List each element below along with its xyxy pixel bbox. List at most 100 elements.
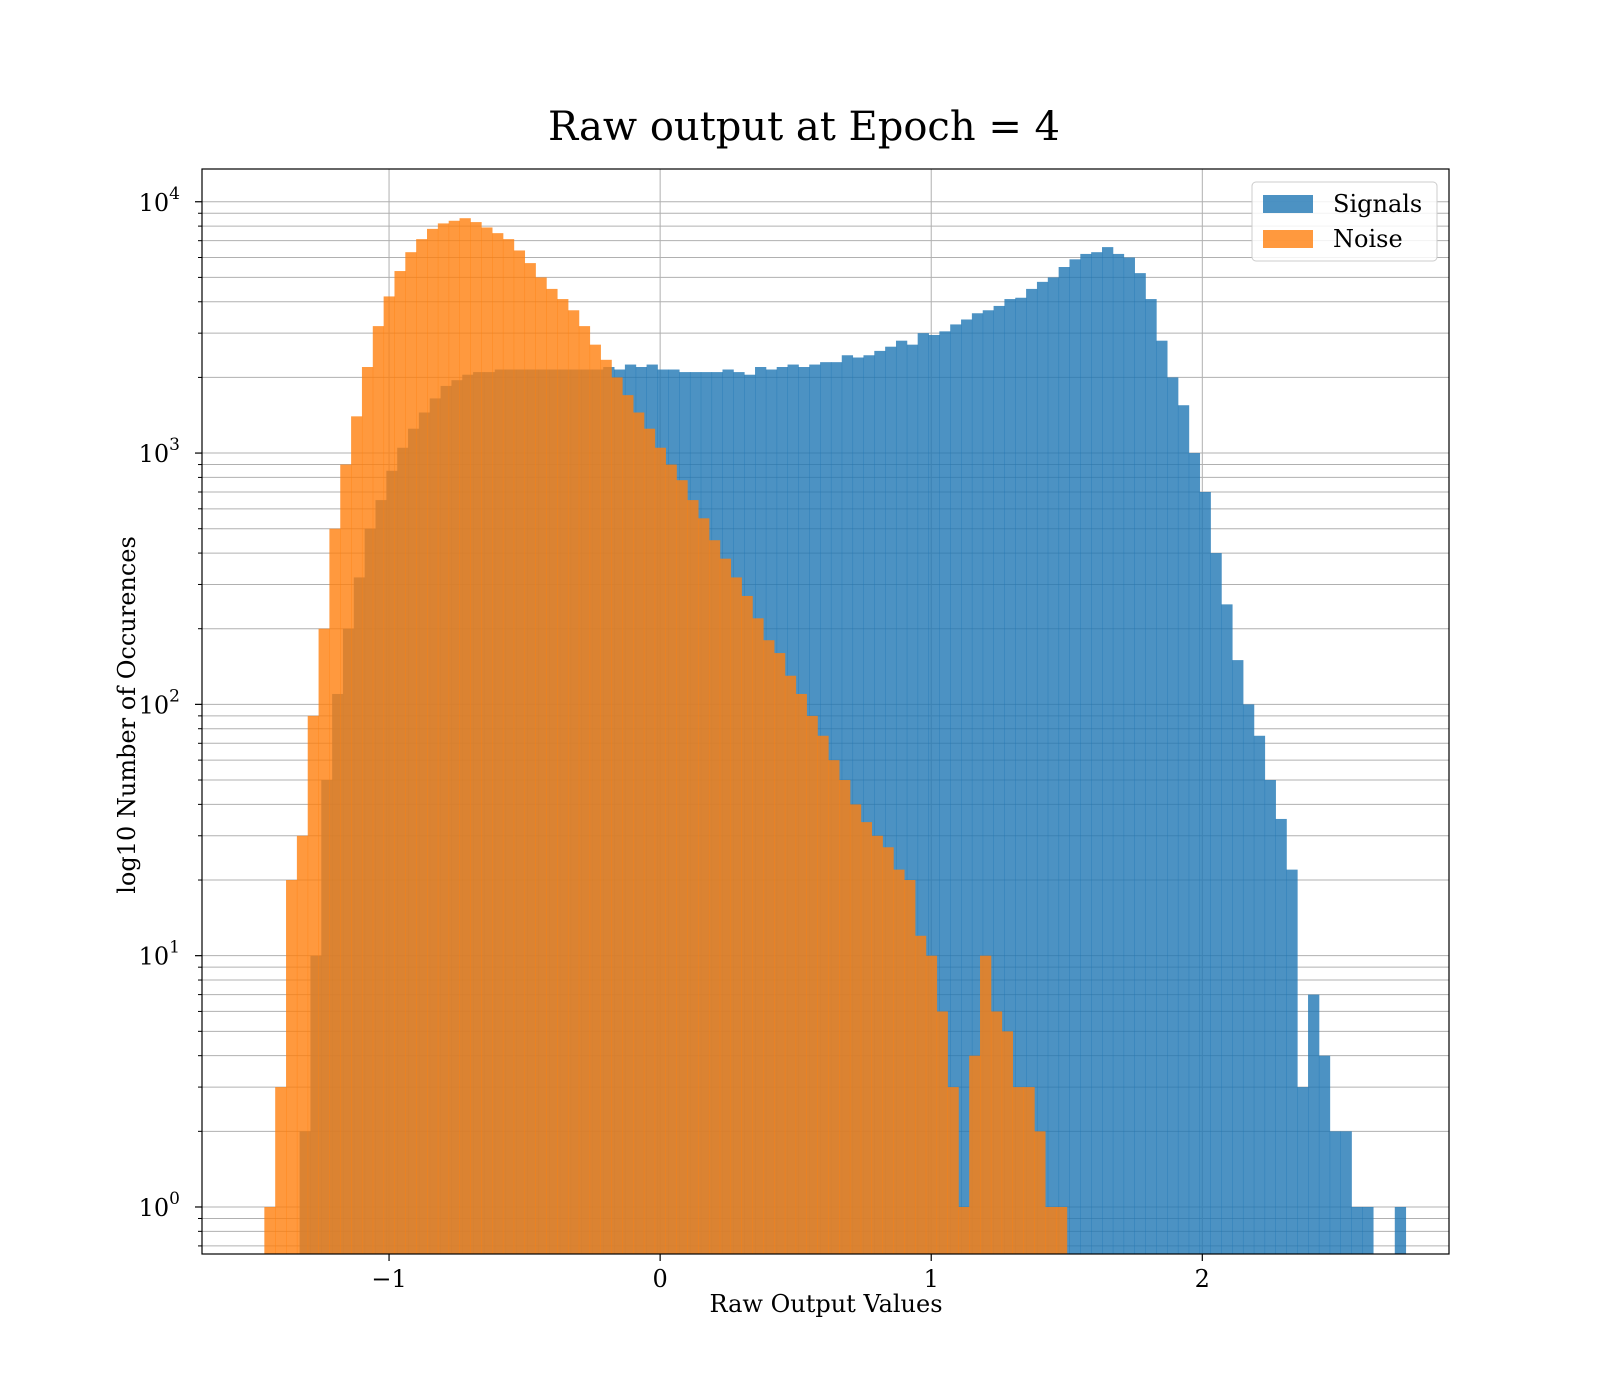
histogram-bar-signals xyxy=(874,350,886,1254)
histogram-bar-signals xyxy=(1036,281,1049,1254)
histogram-bar-noise xyxy=(1012,1087,1024,1254)
histogram-bar-noise xyxy=(914,935,927,1254)
chart-title: Raw output at Epoch = 4 xyxy=(548,104,1060,150)
histogram-bar-signals xyxy=(939,331,951,1254)
histogram-bar-signals xyxy=(863,355,875,1254)
histogram-bar-noise xyxy=(784,675,797,1254)
histogram-bar-noise xyxy=(502,239,515,1255)
histogram-bar-noise xyxy=(795,693,807,1254)
histogram-bar-signals xyxy=(1329,1131,1342,1254)
histogram-bar-noise xyxy=(1055,1206,1068,1254)
histogram-bar-noise xyxy=(698,518,710,1254)
histogram-bar-noise xyxy=(296,835,309,1254)
histogram-bar-signals xyxy=(1058,267,1070,1254)
histogram-bar-noise xyxy=(806,715,818,1254)
histogram-bar-noise xyxy=(719,558,732,1254)
histogram-bar-signals xyxy=(1199,491,1211,1254)
histogram-bar-noise xyxy=(817,735,829,1254)
histogram-bar-signals xyxy=(1242,704,1255,1254)
histogram-bar-noise xyxy=(340,464,352,1254)
histogram-bar-noise xyxy=(437,223,450,1254)
legend-swatch-noise xyxy=(1263,230,1313,248)
histogram-bar-noise xyxy=(828,760,840,1254)
histogram-bar-noise xyxy=(665,464,677,1254)
histogram-bar-signals xyxy=(1167,377,1179,1254)
histogram-bar-noise xyxy=(546,288,558,1254)
histogram-bar-signals xyxy=(1069,259,1081,1254)
histogram-bar-signals xyxy=(906,344,919,1254)
histogram-bar-signals xyxy=(1351,1206,1363,1254)
histogram-bars xyxy=(264,218,1407,1255)
histogram-bar-noise xyxy=(741,595,753,1254)
histogram-bar-noise xyxy=(773,653,786,1254)
histogram-bar-noise xyxy=(839,780,851,1254)
histogram-bar-signals xyxy=(1112,253,1125,1254)
histogram-bar-noise xyxy=(622,395,634,1254)
histogram-bar-noise xyxy=(394,271,406,1254)
histogram-bar-noise xyxy=(1034,1131,1046,1254)
histogram-bar-noise xyxy=(936,1011,948,1254)
histogram-bar-signals xyxy=(971,313,984,1255)
histogram-bar-signals xyxy=(961,319,973,1254)
histogram-bar-signals xyxy=(993,305,1005,1254)
histogram-bar-noise xyxy=(567,310,580,1255)
legend-label-noise: Noise xyxy=(1333,225,1403,253)
histogram-bar-noise xyxy=(513,250,526,1254)
histogram-bar-noise xyxy=(524,263,536,1254)
histogram-bar-signals xyxy=(1286,869,1298,1254)
histogram-bar-noise xyxy=(882,847,894,1254)
histogram-bar-noise xyxy=(990,1011,1003,1254)
histogram-bar-noise xyxy=(372,326,385,1254)
histogram-bar-signals xyxy=(1177,405,1190,1254)
x-tick-label: 1 xyxy=(924,1265,939,1293)
histogram-bar-noise xyxy=(687,500,699,1254)
x-axis: −1 0 1 2 xyxy=(371,1254,1210,1293)
histogram-bar-noise xyxy=(958,1206,970,1254)
histogram-bar-signals xyxy=(1047,277,1060,1255)
histogram-bar-noise xyxy=(611,377,623,1254)
histogram-bar-signals xyxy=(895,340,908,1255)
histogram-bar-noise xyxy=(947,1087,959,1254)
histogram-bar-signals xyxy=(917,333,929,1254)
histogram-bar-signals xyxy=(1210,553,1222,1254)
histogram-bar-signals xyxy=(982,310,995,1255)
histogram-bar-signals xyxy=(1297,1087,1309,1254)
histogram-bar-signals xyxy=(1015,297,1027,1254)
x-axis-label: Raw Output Values xyxy=(709,1290,942,1318)
histogram-bar-noise xyxy=(708,540,721,1254)
plot-frame xyxy=(201,168,1450,1255)
histogram-bar-noise xyxy=(904,880,916,1254)
histogram-bar-signals xyxy=(1275,818,1287,1254)
histogram-bar-noise xyxy=(763,640,775,1254)
histogram-bar-noise xyxy=(925,955,938,1254)
histogram-bar-signals xyxy=(1340,1131,1352,1254)
histogram-bar-noise xyxy=(633,412,645,1255)
histogram-bar-noise xyxy=(893,869,905,1254)
histogram-bar-signals xyxy=(1102,247,1114,1254)
histogram-bar-signals xyxy=(1362,1206,1374,1254)
histogram-bar-signals xyxy=(1026,288,1038,1254)
x-tick-label: 0 xyxy=(652,1265,667,1293)
histogram-bar-signals xyxy=(1188,453,1201,1255)
x-tick-label: 2 xyxy=(1195,1265,1210,1293)
histogram-bar-noise xyxy=(871,835,883,1254)
histogram-bar-noise xyxy=(318,628,330,1254)
histogram-bar-noise xyxy=(643,428,656,1254)
histogram-bar-noise xyxy=(589,344,601,1254)
histogram-bar-noise xyxy=(1001,1031,1013,1254)
histogram-bar-noise xyxy=(405,252,417,1255)
histogram-bar-noise xyxy=(286,880,298,1254)
histogram-bar-signals xyxy=(1318,1055,1331,1254)
histogram-bar-noise xyxy=(383,296,395,1255)
histogram-bar-signals xyxy=(1091,252,1103,1255)
histogram-bar-signals xyxy=(1134,273,1146,1254)
histogram-bar-noise xyxy=(275,1087,287,1254)
histogram-bar-noise xyxy=(264,1206,276,1254)
histogram-bar-signals xyxy=(1394,1206,1407,1254)
histogram-bar-signals xyxy=(1253,735,1266,1254)
histogram-bar-noise xyxy=(361,367,374,1254)
histogram-bar-signals xyxy=(1145,299,1157,1254)
series-noise xyxy=(264,218,1068,1255)
legend-swatch-signals xyxy=(1263,195,1313,213)
